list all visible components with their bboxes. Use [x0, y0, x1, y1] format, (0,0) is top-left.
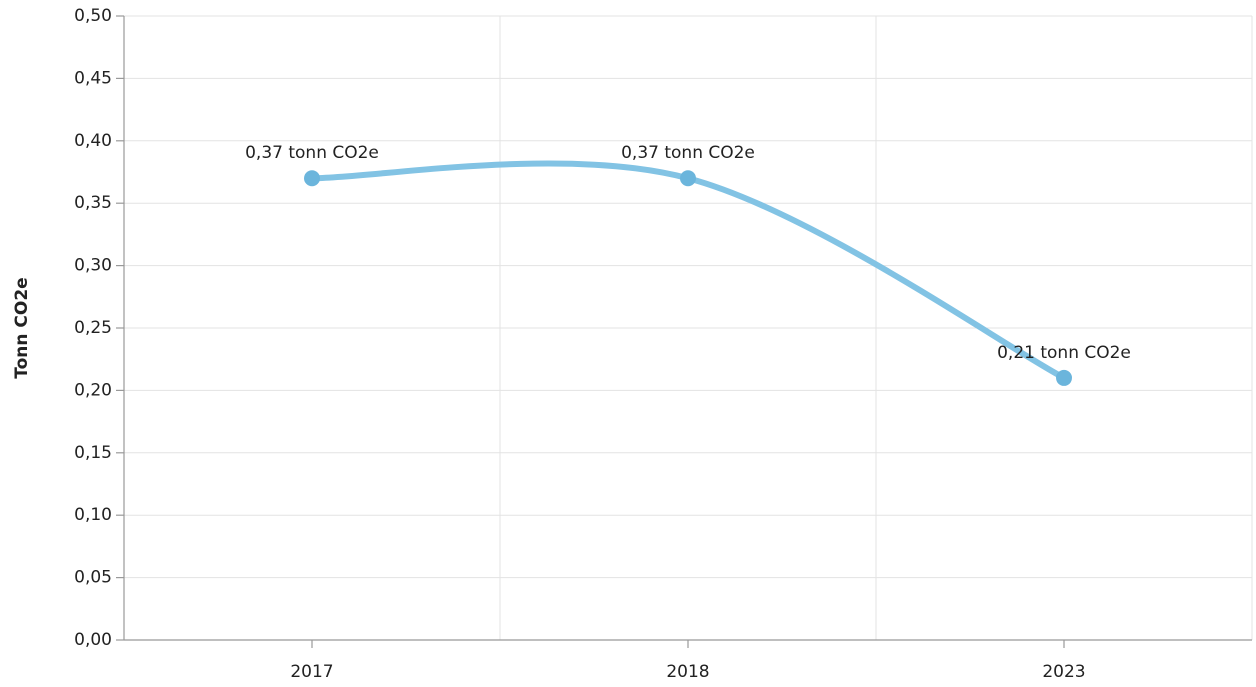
y-tick-label: 0,05: [74, 568, 112, 588]
data-label: 0,37 tonn CO2e: [621, 143, 755, 163]
y-tick-label: 0,50: [74, 6, 112, 26]
y-tick-label: 0,45: [74, 68, 112, 88]
data-label: 0,37 tonn CO2e: [245, 143, 379, 163]
data-label: 0,21 tonn CO2e: [997, 343, 1131, 363]
y-axis-label: Tonn CO2e: [12, 277, 32, 378]
y-tick-label: 0,25: [74, 318, 112, 338]
point: [1056, 369, 1072, 386]
y-tick-label: 0,30: [74, 256, 112, 276]
line: [309, 160, 1067, 381]
y-tick-label: 0,10: [74, 505, 112, 525]
x-tick-label: 2018: [666, 662, 709, 682]
point: [680, 170, 696, 187]
x-tick-label: 2023: [1042, 662, 1085, 682]
y-tick-label: 0,20: [74, 380, 112, 400]
y-tick-label: 0,00: [74, 630, 112, 650]
point: [304, 170, 320, 187]
y-tick-label: 0,40: [74, 131, 112, 151]
x-tick-label: 2017: [290, 662, 333, 682]
y-tick-label: 0,15: [74, 443, 112, 463]
y-tick-label: 0,35: [74, 193, 112, 213]
